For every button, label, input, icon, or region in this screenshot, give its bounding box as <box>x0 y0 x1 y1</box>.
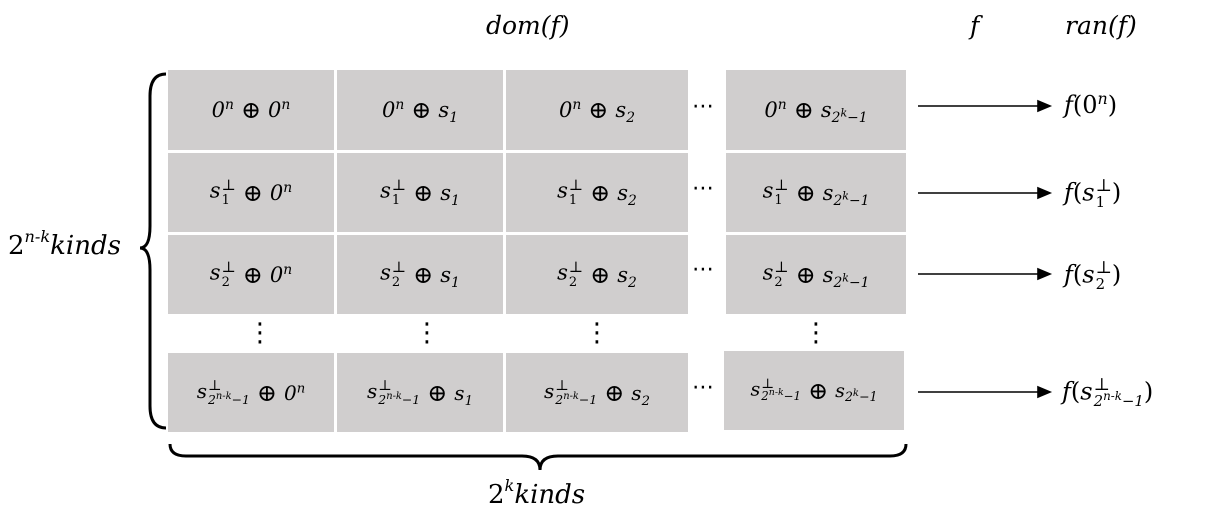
arrowhead-row-3 <box>1037 267 1053 281</box>
cell-r2-c3: s ⊥ 1 ⊕ s2 <box>506 153 688 232</box>
cell-r3-c4: s ⊥ 2 ⊕ s2k−1 <box>726 235 906 314</box>
cell-r4-c3: s ⊥ 2n-k−1 ⊕ s2 <box>506 353 688 432</box>
bottom-brace <box>168 443 908 471</box>
output-row-1: f(0n) <box>1064 89 1118 119</box>
arrowhead-row-2 <box>1037 186 1053 200</box>
ellipsis-r1: ⋯ <box>692 94 714 119</box>
arrowhead-row-4 <box>1037 385 1053 399</box>
ellipsis-r2: ⋯ <box>692 176 714 201</box>
cell-r1-c4: 0n ⊕ s2k−1 <box>726 70 906 150</box>
output-row-2: f(s ⊥ 1) <box>1064 176 1122 212</box>
domain-label: dom(f) <box>486 11 570 40</box>
cell-r2-c1: s ⊥ 1 ⊕ 0n <box>168 153 334 232</box>
cell-r3-c2: s ⊥ 2 ⊕ s1 <box>337 235 503 314</box>
arrowhead-row-1 <box>1037 99 1053 113</box>
vellipsis-c4: ⋮ <box>803 318 829 348</box>
cell-r1-c2: 0n ⊕ s1 <box>337 70 503 150</box>
range-label: ran(f) <box>1065 11 1137 40</box>
cell-r4-c1: s ⊥ 2n-k−1 ⊕ 0n <box>168 353 334 432</box>
map-label: f <box>970 11 980 40</box>
cell-r3-c1: s ⊥ 2 ⊕ 0n <box>168 235 334 314</box>
cols-count-label: 2kkinds <box>488 476 586 510</box>
cell-r3-c3: s ⊥ 2 ⊕ s2 <box>506 235 688 314</box>
cell-r2-c2: s ⊥ 1 ⊕ s1 <box>337 153 503 232</box>
ellipsis-r3: ⋯ <box>692 257 714 282</box>
cell-r4-c2: s ⊥ 2n-k−1 ⊕ s1 <box>337 353 503 432</box>
vellipsis-c2: ⋮ <box>414 318 440 348</box>
output-row-4: f(s ⊥ 2n-k−1) <box>1062 375 1154 411</box>
left-brace <box>139 72 167 430</box>
cell-r1-c1: 0n ⊕ 0n <box>168 70 334 150</box>
output-row-3: f(s ⊥ 2) <box>1064 258 1122 294</box>
cell-r4-c4: s ⊥ 2n-k−1 ⊕ s2k−1 <box>724 351 904 430</box>
cell-r2-c4: s ⊥ 1 ⊕ s2k−1 <box>726 153 906 232</box>
cell-r1-c3: 0n ⊕ s2 <box>506 70 688 150</box>
ellipsis-r4: ⋯ <box>692 375 714 400</box>
vellipsis-c3: ⋮ <box>584 318 610 348</box>
vellipsis-c1: ⋮ <box>247 318 273 348</box>
rows-count-label: 2n-kkinds <box>8 227 121 261</box>
